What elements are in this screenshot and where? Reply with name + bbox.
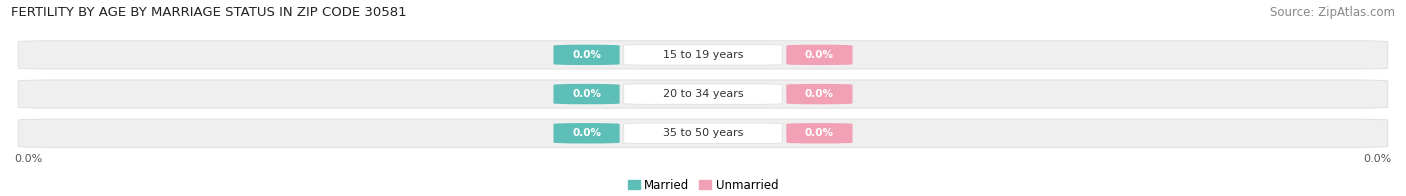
Text: 0.0%: 0.0% (804, 89, 834, 99)
FancyBboxPatch shape (624, 45, 782, 65)
Text: 0.0%: 0.0% (1364, 154, 1392, 164)
Text: 20 to 34 years: 20 to 34 years (662, 89, 744, 99)
FancyBboxPatch shape (18, 119, 1388, 147)
Text: 15 to 19 years: 15 to 19 years (662, 50, 744, 60)
FancyBboxPatch shape (786, 84, 852, 104)
Text: 0.0%: 0.0% (572, 128, 602, 138)
Text: 0.0%: 0.0% (572, 89, 602, 99)
Legend: Married, Unmarried: Married, Unmarried (628, 179, 778, 192)
Text: 0.0%: 0.0% (804, 128, 834, 138)
FancyBboxPatch shape (786, 45, 852, 65)
FancyBboxPatch shape (624, 123, 782, 143)
FancyBboxPatch shape (554, 123, 620, 143)
Text: FERTILITY BY AGE BY MARRIAGE STATUS IN ZIP CODE 30581: FERTILITY BY AGE BY MARRIAGE STATUS IN Z… (11, 6, 406, 19)
Text: 0.0%: 0.0% (14, 154, 42, 164)
FancyBboxPatch shape (554, 84, 620, 104)
Text: 35 to 50 years: 35 to 50 years (662, 128, 744, 138)
FancyBboxPatch shape (18, 80, 1388, 108)
FancyBboxPatch shape (554, 45, 620, 65)
FancyBboxPatch shape (786, 123, 852, 143)
FancyBboxPatch shape (624, 84, 782, 104)
FancyBboxPatch shape (18, 41, 1388, 69)
Text: Source: ZipAtlas.com: Source: ZipAtlas.com (1270, 6, 1395, 19)
Text: 0.0%: 0.0% (804, 50, 834, 60)
Text: 0.0%: 0.0% (572, 50, 602, 60)
